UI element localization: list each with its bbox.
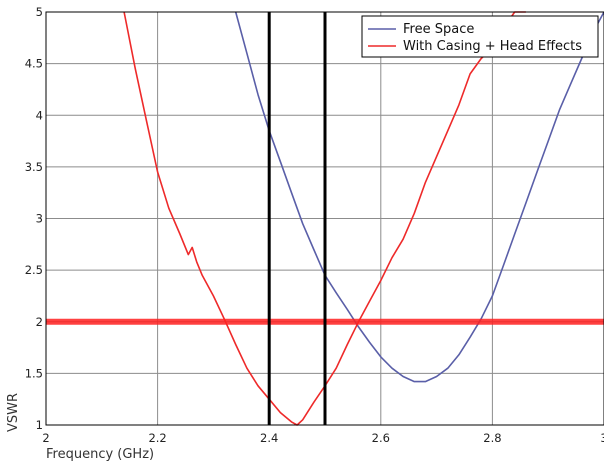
legend-box <box>361 15 599 58</box>
x-tick-label: 2.6 <box>372 431 390 445</box>
x-axis-title: Frequency (GHz) <box>46 447 154 462</box>
series-line-with-casing <box>123 11 526 426</box>
legend-label-with-casing: With Casing + Head Effects <box>403 39 582 54</box>
y-tick-label: 5 <box>36 5 43 19</box>
x-tick-label: 3 <box>600 431 604 445</box>
y-tick-label: 2.5 <box>25 263 43 277</box>
y-tick-label: 4 <box>36 108 43 122</box>
y-tick-label: 1 <box>36 418 43 432</box>
y-axis-title: VSWR <box>6 393 21 432</box>
plot-frame <box>45 11 604 426</box>
y-tick-label: 2 <box>36 315 43 329</box>
x-tick-label: 2 <box>42 431 49 445</box>
x-tick-label: 2.2 <box>148 431 166 445</box>
x-tick-label: 2.8 <box>483 431 501 445</box>
series-line-free-space <box>234 11 604 383</box>
y-tick-label: 1.5 <box>25 366 43 380</box>
legend-label-free-space: Free Space <box>403 22 474 37</box>
y-tick-label: 3 <box>36 212 43 226</box>
tick-labels: 2 2.2 2.4 2.6 2.8 3 1 1.5 2 2.5 3 3.5 4 4.5 5 <box>25 5 604 445</box>
reference-lines <box>46 12 604 425</box>
y-tick-label: 4.5 <box>25 57 43 71</box>
x-tick-label: 2.4 <box>260 431 278 445</box>
y-tick-label: 3.5 <box>25 160 43 174</box>
legend: Free Space With Casing + Head Effects <box>361 15 599 58</box>
series-lines <box>123 11 604 426</box>
